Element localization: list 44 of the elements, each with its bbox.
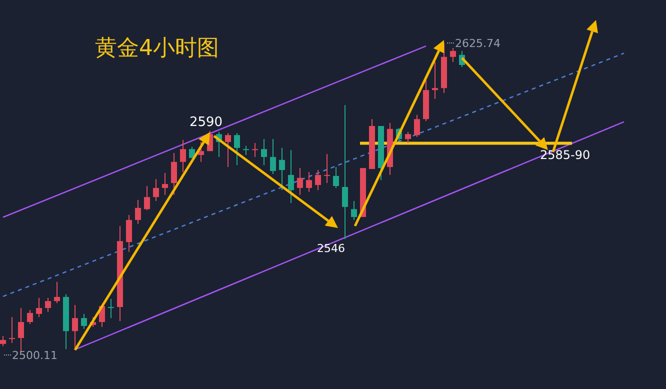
- candlestick: [243, 145, 249, 156]
- candlestick: [54, 281, 60, 304]
- candlestick: [81, 313, 87, 330]
- candlestick: [126, 214, 132, 252]
- chart-title: 黄金4小时图: [95, 36, 219, 61]
- candlestick: [153, 178, 159, 202]
- candlestick: [144, 186, 150, 211]
- candlestick: [306, 171, 312, 192]
- candlestick: [225, 132, 231, 168]
- annotation: 2500.11: [12, 349, 58, 362]
- candlestick: [288, 150, 294, 204]
- candlestick: [135, 200, 141, 224]
- candlestick: [180, 140, 186, 172]
- candlestick: [234, 132, 240, 166]
- candlestick: [270, 138, 276, 174]
- annotation: 2590: [189, 114, 223, 130]
- candlestick: [450, 48, 456, 63]
- ref-line-label: 2585-90: [540, 148, 590, 162]
- candlestick: [108, 298, 114, 319]
- candlestick: [324, 154, 330, 184]
- candlestick: [45, 297, 51, 312]
- candlestick: [18, 308, 24, 352]
- candlestick: [9, 316, 15, 344]
- candlestick: [36, 297, 42, 318]
- annotation: 2546: [317, 242, 345, 255]
- candlestick: [261, 138, 267, 166]
- candlestick: [333, 166, 339, 188]
- annotation: 2625.74: [455, 37, 500, 50]
- candlestick: [189, 146, 195, 158]
- candlestick: [279, 147, 285, 191]
- candlestick: [342, 104, 348, 240]
- candlestick: [27, 309, 33, 324]
- candlestick: [72, 304, 78, 350]
- candlestick: [0, 336, 6, 347]
- candlestick: [315, 170, 321, 191]
- candlestick: [252, 142, 258, 158]
- candlestick: [414, 114, 420, 138]
- candlestick: [351, 200, 357, 220]
- candlestick: [171, 152, 177, 196]
- candlestick: [162, 172, 168, 196]
- candlestick: [432, 62, 438, 100]
- candlestick: [297, 168, 303, 196]
- candlestick: [198, 141, 204, 162]
- candlestick: [405, 131, 411, 144]
